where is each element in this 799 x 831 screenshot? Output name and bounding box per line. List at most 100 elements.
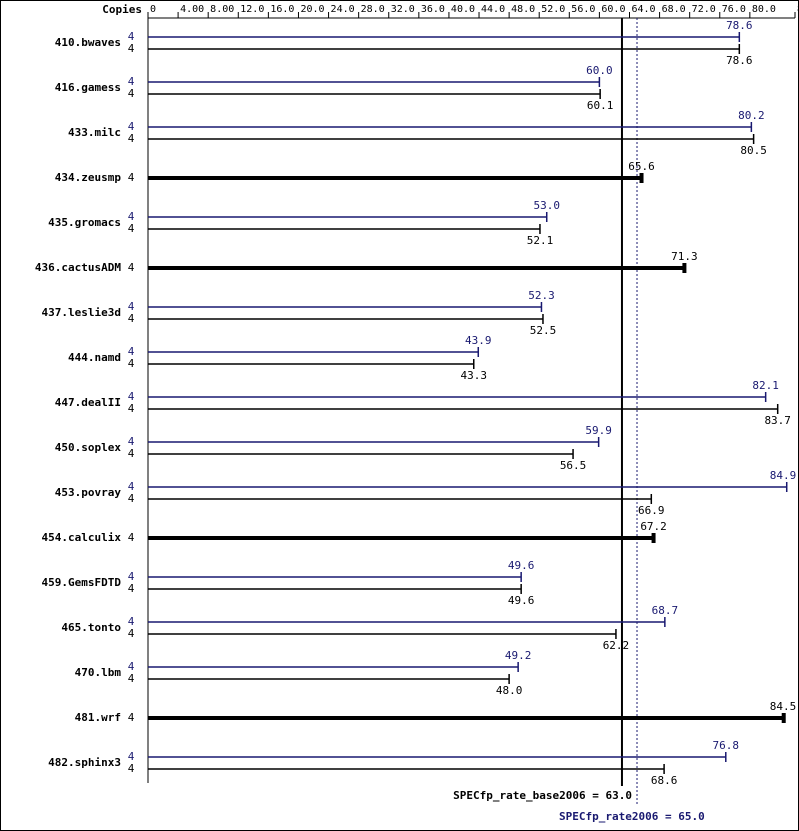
benchmark-label: 416.gamess [55,81,121,94]
benchmark-label: 470.lbm [75,666,122,679]
value-label: 67.2 [640,520,667,533]
benchmark-label: 447.dealII [55,396,121,409]
value-label: 80.2 [738,109,765,122]
value-label: 71.3 [671,250,698,263]
bar [148,122,753,132]
axis-title: Copies [102,3,142,16]
bar [148,89,601,99]
benchmark-label: 434.zeusmp [55,171,122,184]
bar [148,263,687,273]
value-label: 65.6 [628,160,655,173]
copies-label: 4 [128,447,135,460]
copies-label: 4 [128,261,135,274]
benchmark-label: 482.sphinx3 [48,756,121,769]
value-label: 49.6 [508,594,535,607]
bar [148,533,656,543]
value-label: 84.5 [770,700,797,713]
bar [148,752,727,762]
bar [148,392,767,402]
x-tick-label: 20.0 [300,4,324,15]
copies-label: 4 [128,42,135,55]
value-label: 49.2 [505,649,532,662]
x-tick-label: 16.0 [270,4,294,15]
x-tick-label: 40.0 [451,4,475,15]
copies-label: 4 [128,582,135,595]
bar [148,449,574,459]
copies-label: 4 [128,570,135,583]
bar [148,32,741,42]
x-tick-label: 64.0 [631,4,655,15]
value-label: 84.9 [770,469,797,482]
bar [148,584,522,594]
copies-label: 4 [128,390,135,403]
value-label: 66.9 [638,504,665,517]
bar [148,173,644,183]
benchmark-label: 454.calculix [42,531,122,544]
reference-label: SPECfp_rate_base2006 = 63.0 [453,789,632,802]
copies-label: 4 [128,615,135,628]
x-tick-label: 52.0 [541,4,565,15]
value-label: 83.7 [764,414,791,427]
copies-label: 4 [128,312,135,325]
copies-label: 4 [128,435,135,448]
bar [148,437,600,447]
value-label: 52.5 [530,324,557,337]
copies-label: 4 [128,210,135,223]
benchmark-label: 435.gromacs [48,216,121,229]
bar [148,629,617,639]
x-tick-label: 86.0 [797,4,799,15]
reference-label: SPECfp_rate2006 = 65.0 [559,810,705,823]
benchmark-label: 444.namd [68,351,121,364]
benchmark-label: 433.milc [68,126,121,139]
copies-label: 4 [128,750,135,763]
bar [148,359,475,369]
x-tick-label: 8.00 [210,4,234,15]
x-tick-label: 72.0 [692,4,716,15]
benchmark-label: 481.wrf [75,711,121,724]
bar [148,494,653,504]
value-label: 60.0 [586,64,613,77]
copies-label: 4 [128,30,135,43]
value-label: 56.5 [560,459,587,472]
copies-label: 4 [128,402,135,415]
value-label: 52.1 [527,234,554,247]
benchmark-label: 453.povray [55,486,122,499]
bar [148,224,541,234]
copies-label: 4 [128,300,135,313]
value-label: 52.3 [528,289,555,302]
x-tick-label: 4.00 [180,4,204,15]
value-label: 49.6 [508,559,535,572]
x-tick-label: 24.0 [331,4,355,15]
value-label: 68.6 [651,774,678,787]
benchmark-label: 459.GemsFDTD [42,576,122,589]
copies-label: 4 [128,357,135,370]
value-label: 53.0 [533,199,560,212]
copies-label: 4 [128,171,135,184]
value-label: 48.0 [496,684,523,697]
x-tick-label: 76.0 [722,4,746,15]
benchmark-label: 436.cactusADM [35,261,121,274]
bar [148,674,510,684]
copies-label: 4 [128,531,135,544]
bar [148,134,755,144]
bar [148,44,741,54]
value-label: 43.9 [465,334,492,347]
x-tick-label: 12.0 [240,4,264,15]
bar [148,302,543,312]
copies-label: 4 [128,132,135,145]
copies-label: 4 [128,492,135,505]
copies-label: 4 [128,480,135,493]
copies-label: 4 [128,345,135,358]
x-tick-label: 60.0 [601,4,625,15]
x-tick-label: 0 [150,4,156,15]
value-label: 68.7 [652,604,679,617]
copies-label: 4 [128,672,135,685]
copies-label: 4 [128,762,135,775]
value-label: 59.9 [585,424,612,437]
x-tick-label: 28.0 [361,4,385,15]
benchmark-label: 410.bwaves [55,36,121,49]
benchmark-label: 437.leslie3d [42,306,121,319]
x-tick-label: 36.0 [421,4,445,15]
